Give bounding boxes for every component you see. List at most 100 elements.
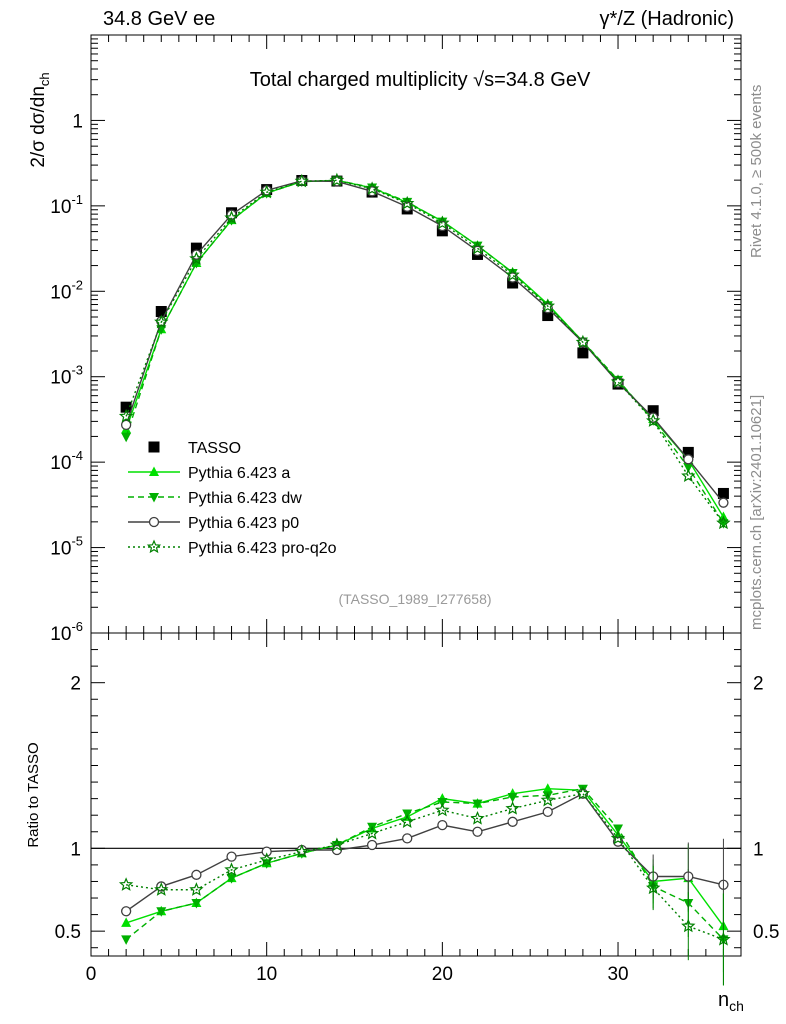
- series-pythia-6-423-pro-q2o-point: [470, 240, 485, 255]
- series-pythia-6-423-pro-q2o-ratio-point: [364, 825, 380, 840]
- legend-pythia-6-423-p0-label: Pythia 6.423 p0: [188, 515, 299, 532]
- series-pythia-6-423-dw-ratio-point: [507, 792, 518, 803]
- series-pythia-6-423-pro-q2o-ratio-point: [224, 862, 239, 876]
- series-pythia-6-423-pro-q2o-ratio-point: [400, 814, 415, 828]
- series-pythia-6-423-pro-q2o-ratio-point: [329, 837, 345, 852]
- process-type-label: γ*/Z (Hadronic): [599, 8, 734, 30]
- ratio-plot-frame: 0 10 20 30 0.5 0.5 1 1 2 2: [55, 35, 779, 985]
- legend-tasso-marker: [148, 441, 160, 453]
- process-energy-label: 34.8 GeV ee: [103, 8, 216, 30]
- ratio-y-tick-label-right: 2: [753, 674, 764, 695]
- series-pythia-6-423-p0-point: [683, 454, 694, 465]
- series-pythia-6-423-pro-q2o-line: [125, 179, 724, 524]
- legend-pythia-6-423-pro-q2o-label: Pythia 6.423 pro-q2o: [188, 540, 337, 557]
- series-pythia-6-423-pro-q2o-point: [400, 195, 415, 210]
- y-tick-label: 10-5: [50, 534, 83, 560]
- series-pythia-6-423-dw-ratio-point: [191, 898, 202, 909]
- x-tick-label: 20: [432, 964, 453, 985]
- ratio-y-tick-label: 0.5: [55, 922, 81, 943]
- series-pythia-6-423-p0-point: [648, 412, 659, 423]
- series-pythia-6-423-pro-q2o-point: [224, 210, 239, 225]
- series-pythia-6-423-pro-q2o-ratio-point: [435, 802, 450, 817]
- series-pythia-6-423-pro-q2o-ratio-point: [505, 801, 520, 815]
- series-pythia-6-423-p0-ratio-line: [125, 792, 724, 912]
- series-pythia-6-423-pro-q2o-point: [154, 314, 169, 329]
- tasso-data-point: [542, 310, 554, 322]
- tasso-data-point: [507, 277, 519, 289]
- series-pythia-6-423-p0-line: [125, 180, 724, 504]
- tasso-data-point: [682, 446, 694, 458]
- series-pythia-6-423-pro-q2o-point: [505, 267, 520, 282]
- ratio-plot-border: [90, 632, 742, 957]
- series-pythia-6-423-pro-q2o-ratio-point: [294, 844, 309, 858]
- series-pythia-6-423-dw-line: [125, 179, 725, 524]
- series-pythia-6-423-pro-q2o-point: [540, 298, 556, 313]
- tasso-data-point: [155, 305, 167, 317]
- series-pythia-6-423-pro-q2o-point: [118, 408, 134, 423]
- series-pythia-6-423-p0-ratio-point: [226, 851, 237, 862]
- rivet-version-label: Rivet 4.1.0, ≥ 500k events: [748, 84, 765, 258]
- series-pythia-6-423-p0-ratio-point: [472, 826, 483, 837]
- series-pythia-6-423-a-ratio-point: [542, 783, 553, 793]
- legend-pythia-6-423-pro-q2o-marker: [146, 539, 162, 554]
- series-pythia-6-423-pro-q2o-ratio-point: [259, 852, 274, 867]
- legend-pythia-6-423-a-marker: [149, 466, 159, 476]
- ratio-y-tick-label-right: 0.5: [753, 922, 779, 943]
- x-tick-label: 30: [607, 964, 628, 985]
- series-pythia-6-423-p0-ratio-point: [191, 869, 202, 880]
- series-pythia-6-423-dw-ratio-point: [226, 874, 237, 884]
- series-pythia-6-423-p0-ratio-point: [507, 816, 518, 827]
- y-tick-label: 10-3: [50, 363, 83, 389]
- y-tick-label: 10-2: [50, 277, 83, 303]
- series-pythia-6-423-pro-q2o-ratio-point: [610, 830, 626, 845]
- series-pythia-6-423-p0-point: [120, 419, 132, 431]
- analysis-id: (TASSO_1989_I277658): [338, 591, 491, 607]
- series-pythia-6-423-pro-q2o-point: [575, 334, 591, 349]
- ratio-y-tick-label-right: 1: [753, 839, 764, 860]
- tasso-data-point: [577, 347, 589, 359]
- series-pythia-6-423-p0-ratio-point: [331, 844, 343, 856]
- x-axis-label: nch: [718, 989, 744, 1014]
- series-pythia-6-423-p0-point: [718, 497, 729, 508]
- y-tick-label: 10-1: [50, 192, 83, 218]
- series-pythia-6-423-a-ratio-point: [121, 917, 132, 927]
- series-pythia-6-423-pro-q2o-point: [610, 374, 626, 389]
- series-pythia-6-423-pro-q2o-point: [716, 515, 731, 530]
- mcplots-credit-label: mcplots.cern.ch [arXiv:2401.10621]: [748, 394, 765, 630]
- series-pythia-6-423-dw-point: [683, 463, 694, 473]
- series-pythia-6-423-p0-ratio-point: [156, 881, 167, 892]
- series-pythia-6-423-dw-ratio-point: [437, 797, 448, 808]
- series-pythia-6-423-pro-q2o-point: [681, 468, 696, 483]
- y-axis-label: 2/σ dσ/dnch: [28, 72, 52, 167]
- series-pythia-6-423-p0-ratio-point: [542, 806, 553, 818]
- series-pythia-6-423-pro-q2o-point: [189, 251, 204, 265]
- data-marks: [118, 172, 731, 986]
- series-pythia-6-423-pro-q2o-point: [364, 181, 380, 195]
- tasso-data-point: [120, 401, 132, 413]
- axis-labels: Total charged multiplicity √s=34.8 GeV (…: [25, 69, 744, 1014]
- series-pythia-6-423-pro-q2o-point: [259, 184, 274, 199]
- legend-pythia-6-423-a-label: Pythia 6.423 a: [188, 465, 290, 482]
- ratio-y-tick-label: 1: [70, 839, 81, 860]
- series-pythia-6-423-pro-q2o-ratio-line: [126, 792, 724, 941]
- series-pythia-6-423-pro-q2o-ratio-point: [540, 792, 556, 807]
- series-pythia-6-423-pro-q2o-point: [435, 215, 450, 230]
- y-tick-label: 10-4: [50, 448, 83, 474]
- series-pythia-6-423-p0-ratio-point: [402, 833, 413, 844]
- legend-pythia-6-423-p0-marker: [148, 516, 160, 528]
- series-pythia-6-423-p0-ratio-point: [366, 839, 378, 851]
- legend-pythia-6-423-dw-label: Pythia 6.423 dw: [188, 490, 302, 507]
- series-pythia-6-423-dw-ratio-point: [472, 799, 483, 810]
- series-pythia-6-423-pro-q2o-ratio-point: [470, 810, 485, 825]
- series-pythia-6-423-pro-q2o-ratio-point: [575, 786, 591, 800]
- series-pythia-6-423-pro-q2o-ratio-point: [118, 877, 134, 891]
- tasso-data-point: [647, 405, 659, 417]
- series-pythia-6-423-pro-q2o-point: [646, 413, 661, 427]
- series-pythia-6-423-pro-q2o-ratio-point: [189, 882, 204, 896]
- series-pythia-6-423-pro-q2o-point: [294, 173, 309, 188]
- ratio-y-tick-label: 2: [70, 674, 81, 695]
- x-tick-label: 10: [256, 964, 277, 985]
- series-pythia-6-423-pro-q2o-point: [329, 172, 345, 187]
- series-pythia-6-423-p0-point: [226, 209, 237, 220]
